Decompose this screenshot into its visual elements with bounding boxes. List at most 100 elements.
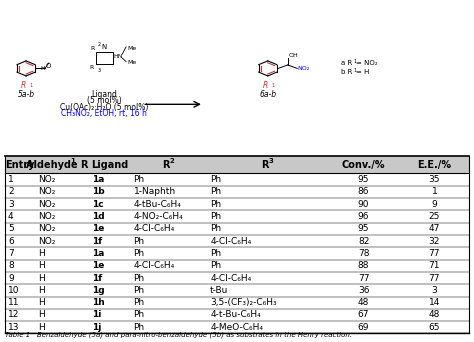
Text: Ph: Ph <box>210 187 221 196</box>
Text: 4-NO₂-C₆H₄: 4-NO₂-C₆H₄ <box>134 212 183 221</box>
Text: Ligand: Ligand <box>91 159 128 170</box>
Text: 1: 1 <box>353 59 356 64</box>
Text: Ph: Ph <box>134 249 145 258</box>
Text: NO₂: NO₂ <box>38 224 55 233</box>
Text: H: H <box>38 249 45 258</box>
Text: b R: b R <box>341 69 353 75</box>
Text: (5 mol%): (5 mol%) <box>87 96 122 105</box>
Text: 4-t-Bu-C₆H₄: 4-t-Bu-C₆H₄ <box>210 311 261 319</box>
Text: 65: 65 <box>428 323 440 332</box>
Text: O: O <box>46 63 51 69</box>
Text: Ph: Ph <box>210 261 221 270</box>
Text: H: H <box>38 286 45 295</box>
Text: 6a-b: 6a-b <box>259 90 276 99</box>
Text: 3: 3 <box>98 68 101 73</box>
Text: 3: 3 <box>268 158 273 164</box>
Text: R: R <box>163 159 170 170</box>
Text: 1: 1 <box>272 83 275 88</box>
Text: 1: 1 <box>431 187 438 196</box>
Text: 1e: 1e <box>91 261 104 270</box>
Text: 2: 2 <box>8 187 14 196</box>
Text: 12: 12 <box>8 311 19 319</box>
Text: t-Bu: t-Bu <box>210 286 228 295</box>
Text: H: H <box>38 298 45 307</box>
Text: 4: 4 <box>8 212 14 221</box>
Text: 5: 5 <box>8 224 14 233</box>
Text: 11: 11 <box>8 298 19 307</box>
Text: 82: 82 <box>358 237 369 246</box>
Text: 1: 1 <box>353 68 356 73</box>
Text: Ph: Ph <box>210 224 221 233</box>
Text: 78: 78 <box>358 249 369 258</box>
Text: R: R <box>263 81 268 90</box>
Text: Aldehyde R: Aldehyde R <box>26 159 88 170</box>
Text: 48: 48 <box>358 298 369 307</box>
Text: 86: 86 <box>358 187 369 196</box>
Text: 4-Cl-C₆H₄: 4-Cl-C₆H₄ <box>210 237 251 246</box>
Text: Ph: Ph <box>210 200 221 209</box>
Text: 4-MeO-C₆H₄: 4-MeO-C₆H₄ <box>210 323 263 332</box>
Text: 1g: 1g <box>91 286 104 295</box>
Text: = H: = H <box>356 69 370 75</box>
Text: Ph: Ph <box>134 286 145 295</box>
Text: 1d: 1d <box>91 212 104 221</box>
Text: 47: 47 <box>429 224 440 233</box>
Text: NO₂: NO₂ <box>38 237 55 246</box>
Text: 9: 9 <box>8 274 14 282</box>
Text: 1j: 1j <box>91 323 101 332</box>
Text: Ph: Ph <box>134 323 145 332</box>
Text: 14: 14 <box>429 298 440 307</box>
Text: HN: HN <box>114 54 123 59</box>
Text: H: H <box>38 323 45 332</box>
Text: Ph: Ph <box>134 237 145 246</box>
Text: 71: 71 <box>428 261 440 270</box>
Text: 77: 77 <box>428 274 440 282</box>
Text: 96: 96 <box>358 212 369 221</box>
Text: 3: 3 <box>8 200 14 209</box>
Text: 7: 7 <box>8 249 14 258</box>
Text: 2: 2 <box>169 158 174 164</box>
Text: 3: 3 <box>431 286 438 295</box>
Text: 36: 36 <box>358 286 369 295</box>
Text: OH: OH <box>289 53 299 58</box>
Text: 1a: 1a <box>91 249 104 258</box>
Text: H: H <box>38 311 45 319</box>
Text: 4-tBu-C₆H₄: 4-tBu-C₆H₄ <box>134 200 182 209</box>
Bar <box>0 0 474 150</box>
Text: 48: 48 <box>429 311 440 319</box>
Text: H: H <box>38 261 45 270</box>
Text: Ph: Ph <box>210 175 221 184</box>
Text: Table 1   Benzaldehyde (5a) and para-nitro-benzaldehyde (5b) as substrates in th: Table 1 Benzaldehyde (5a) and para-nitro… <box>5 331 352 338</box>
Text: Entry: Entry <box>5 159 35 170</box>
Text: 4-Cl-C₆H₄: 4-Cl-C₆H₄ <box>134 224 175 233</box>
Text: a R: a R <box>341 60 353 66</box>
Text: Conv./%: Conv./% <box>342 159 385 170</box>
Text: E.E./%: E.E./% <box>418 159 451 170</box>
Text: 10: 10 <box>8 286 19 295</box>
Text: 95: 95 <box>358 224 369 233</box>
Text: = NO₂: = NO₂ <box>356 60 378 66</box>
Text: 67: 67 <box>358 311 369 319</box>
Text: 32: 32 <box>429 237 440 246</box>
Text: 35: 35 <box>428 175 440 184</box>
Text: 77: 77 <box>428 249 440 258</box>
Text: 6: 6 <box>8 237 14 246</box>
Text: NO₂: NO₂ <box>38 200 55 209</box>
Text: 4-Cl-C₆H₄: 4-Cl-C₆H₄ <box>210 274 251 282</box>
Text: Ph: Ph <box>134 311 145 319</box>
Text: Ph: Ph <box>210 212 221 221</box>
Text: Ph: Ph <box>134 175 145 184</box>
Text: 2: 2 <box>98 42 101 47</box>
Text: NO₂: NO₂ <box>297 66 310 71</box>
Text: 77: 77 <box>358 274 369 282</box>
Text: 1a: 1a <box>91 175 104 184</box>
Text: 1-Naphth: 1-Naphth <box>134 187 175 196</box>
Text: CH₃NO₂, EtOH, rt, 16 h: CH₃NO₂, EtOH, rt, 16 h <box>61 109 147 118</box>
Text: H: H <box>40 66 45 71</box>
Text: 25: 25 <box>429 212 440 221</box>
Text: R: R <box>91 46 95 51</box>
Text: NO₂: NO₂ <box>38 175 55 184</box>
Text: 90: 90 <box>358 200 369 209</box>
Text: 1e: 1e <box>91 224 104 233</box>
Text: Ligand: Ligand <box>91 90 117 98</box>
